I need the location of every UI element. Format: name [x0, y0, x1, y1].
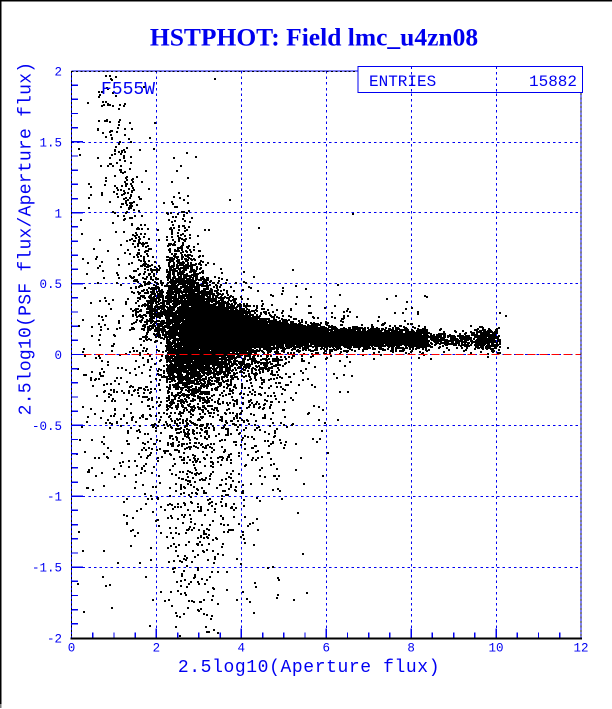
svg-text:2.5log10(PSF flux/Aperture flu: 2.5log10(PSF flux/Aperture flux) — [17, 62, 37, 416]
svg-text:ENTRIES: ENTRIES — [369, 73, 436, 91]
svg-text:0: 0 — [68, 642, 76, 656]
svg-text:F555W: F555W — [101, 80, 155, 100]
svg-text:2: 2 — [54, 66, 62, 80]
svg-text:10: 10 — [488, 642, 503, 656]
svg-text:2.5log10(Aperture flux): 2.5log10(Aperture flux) — [178, 658, 440, 678]
svg-text:1.5: 1.5 — [39, 136, 62, 150]
svg-text:-2: -2 — [47, 633, 62, 647]
svg-text:6: 6 — [322, 642, 330, 656]
svg-text:8: 8 — [407, 642, 415, 656]
svg-text:1: 1 — [54, 207, 62, 221]
svg-text:0.5: 0.5 — [39, 278, 62, 292]
svg-text:HSTPHOT: Field lmc_u4zn08: HSTPHOT: Field lmc_u4zn08 — [150, 23, 478, 52]
svg-text:-1: -1 — [47, 491, 62, 505]
svg-text:4: 4 — [238, 642, 246, 656]
svg-text:12: 12 — [573, 642, 588, 656]
svg-text:0: 0 — [54, 349, 62, 363]
svg-text:-0.5: -0.5 — [32, 420, 62, 434]
svg-text:-1.5: -1.5 — [32, 562, 62, 576]
svg-text:15882: 15882 — [529, 73, 577, 91]
svg-text:2: 2 — [153, 642, 161, 656]
